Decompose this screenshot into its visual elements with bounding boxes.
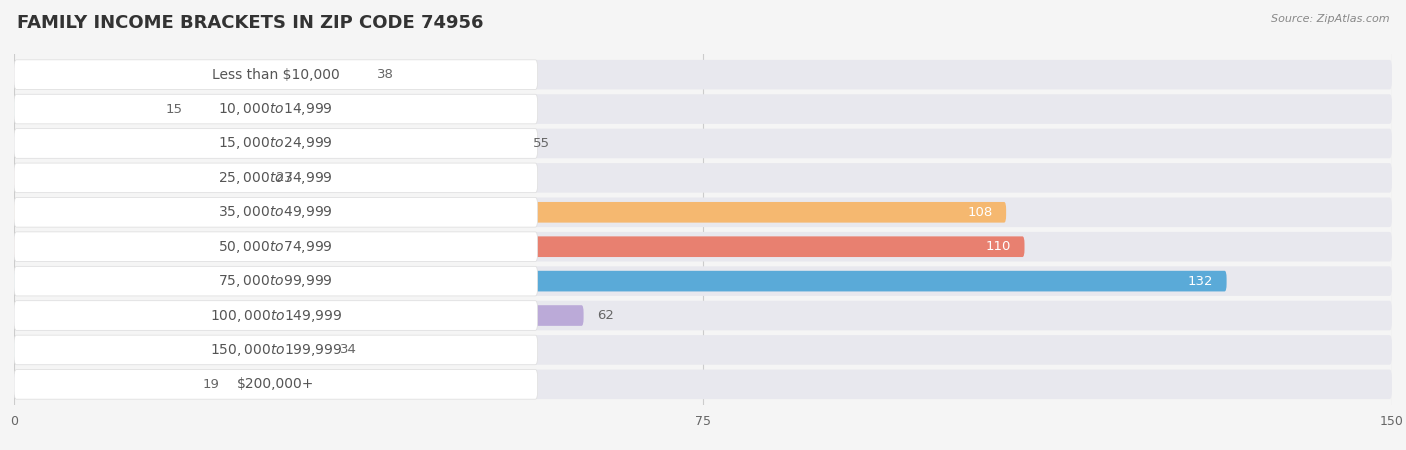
Text: 62: 62 xyxy=(598,309,614,322)
FancyBboxPatch shape xyxy=(14,167,262,188)
Text: 15: 15 xyxy=(166,103,183,116)
FancyBboxPatch shape xyxy=(14,133,519,154)
Text: 108: 108 xyxy=(967,206,993,219)
FancyBboxPatch shape xyxy=(14,94,537,124)
FancyBboxPatch shape xyxy=(14,335,1392,365)
FancyBboxPatch shape xyxy=(14,163,537,193)
FancyBboxPatch shape xyxy=(14,198,1392,227)
FancyBboxPatch shape xyxy=(14,64,363,85)
FancyBboxPatch shape xyxy=(14,369,537,399)
Text: $15,000 to $24,999: $15,000 to $24,999 xyxy=(218,135,333,152)
FancyBboxPatch shape xyxy=(14,94,1392,124)
Text: $75,000 to $99,999: $75,000 to $99,999 xyxy=(218,273,333,289)
Text: $200,000+: $200,000+ xyxy=(238,378,315,392)
FancyBboxPatch shape xyxy=(14,129,1392,158)
FancyBboxPatch shape xyxy=(14,60,1392,90)
FancyBboxPatch shape xyxy=(14,340,326,360)
FancyBboxPatch shape xyxy=(14,374,188,395)
FancyBboxPatch shape xyxy=(14,301,1392,330)
FancyBboxPatch shape xyxy=(14,236,1025,257)
Text: 132: 132 xyxy=(1187,274,1213,288)
Text: 38: 38 xyxy=(377,68,394,81)
FancyBboxPatch shape xyxy=(14,129,537,158)
FancyBboxPatch shape xyxy=(14,305,583,326)
Text: $50,000 to $74,999: $50,000 to $74,999 xyxy=(218,238,333,255)
Text: $35,000 to $49,999: $35,000 to $49,999 xyxy=(218,204,333,220)
Text: 19: 19 xyxy=(202,378,219,391)
FancyBboxPatch shape xyxy=(14,335,537,365)
Text: $25,000 to $34,999: $25,000 to $34,999 xyxy=(218,170,333,186)
Text: $100,000 to $149,999: $100,000 to $149,999 xyxy=(209,307,342,324)
Text: Source: ZipAtlas.com: Source: ZipAtlas.com xyxy=(1271,14,1389,23)
FancyBboxPatch shape xyxy=(14,266,537,296)
FancyBboxPatch shape xyxy=(14,198,537,227)
FancyBboxPatch shape xyxy=(14,271,1226,292)
FancyBboxPatch shape xyxy=(14,163,1392,193)
FancyBboxPatch shape xyxy=(14,232,1392,261)
Text: 34: 34 xyxy=(340,343,357,356)
Text: 55: 55 xyxy=(533,137,550,150)
FancyBboxPatch shape xyxy=(14,369,1392,399)
Text: FAMILY INCOME BRACKETS IN ZIP CODE 74956: FAMILY INCOME BRACKETS IN ZIP CODE 74956 xyxy=(17,14,484,32)
FancyBboxPatch shape xyxy=(14,99,152,119)
FancyBboxPatch shape xyxy=(14,60,537,90)
FancyBboxPatch shape xyxy=(14,301,537,330)
Text: 27: 27 xyxy=(276,171,292,184)
Text: Less than $10,000: Less than $10,000 xyxy=(212,68,340,81)
Text: $150,000 to $199,999: $150,000 to $199,999 xyxy=(209,342,342,358)
FancyBboxPatch shape xyxy=(14,202,1007,223)
FancyBboxPatch shape xyxy=(14,232,537,261)
Text: 110: 110 xyxy=(986,240,1011,253)
FancyBboxPatch shape xyxy=(14,266,1392,296)
Text: $10,000 to $14,999: $10,000 to $14,999 xyxy=(218,101,333,117)
